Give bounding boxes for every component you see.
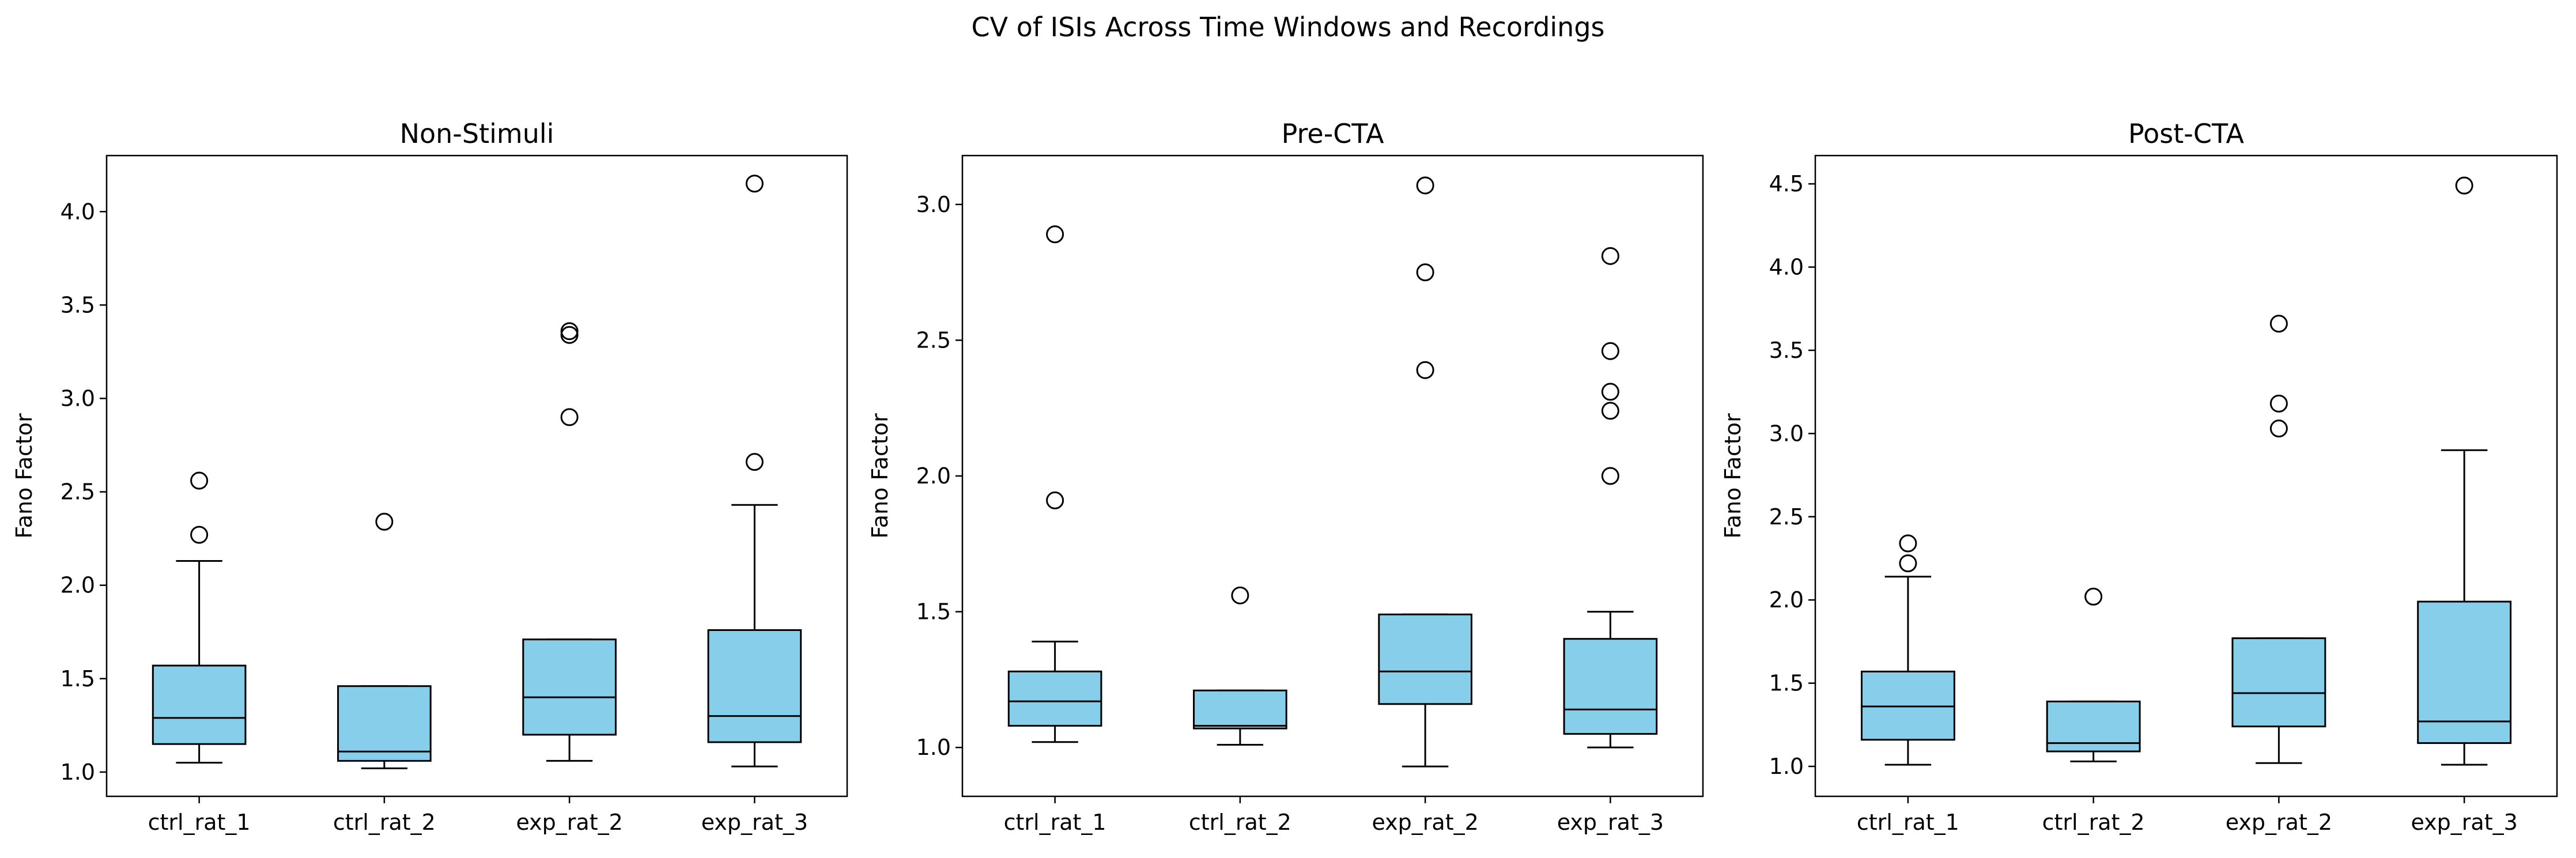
y-axis-label: Fano Factor xyxy=(12,413,37,539)
box-iqr xyxy=(337,685,432,762)
outlier-point xyxy=(1601,383,1619,401)
box-iqr xyxy=(707,629,802,743)
box-iqr xyxy=(152,664,247,745)
y-tick-label: 2.0 xyxy=(61,573,95,598)
box-exp_rat_2 xyxy=(2231,315,2326,764)
y-axis-label: Fano Factor xyxy=(867,413,893,539)
subplot-1: Non-Stimuli Fano Factor 1.0 1.5 2.0 2.5 3.0 3.5… xyxy=(12,118,848,835)
outlier-point xyxy=(190,526,209,544)
x-tick-label: exp_rat_2 xyxy=(516,810,622,835)
outlier-point xyxy=(1046,225,1064,244)
outlier-point xyxy=(375,512,394,531)
outlier-point xyxy=(560,322,579,341)
y-tick-label: 2.5 xyxy=(61,479,95,505)
axes-frame xyxy=(1814,154,2558,797)
y-tick-label: 1.5 xyxy=(1769,671,1804,696)
x-tick-label: ctrl_rat_1 xyxy=(1857,810,1959,835)
box-exp_rat_3 xyxy=(1563,247,1658,749)
outlier-point xyxy=(745,453,764,471)
y-tick-label: 1.5 xyxy=(916,599,951,625)
box-iqr xyxy=(1378,613,1472,705)
box-exp_rat_3 xyxy=(707,175,802,768)
x-tick-label: exp_rat_3 xyxy=(1557,810,1664,835)
outlier-point xyxy=(2455,176,2473,195)
x-tick-label: exp_rat_2 xyxy=(1372,810,1478,835)
box-iqr xyxy=(2231,637,2326,728)
box-iqr xyxy=(2417,600,2512,744)
y-tick-label: 3.0 xyxy=(916,192,951,217)
axes-frame xyxy=(961,154,1704,797)
box-ctrl_rat_1 xyxy=(152,471,247,764)
y-tick-label: 1.0 xyxy=(1769,754,1804,779)
y-tick-label: 4.0 xyxy=(1769,255,1804,280)
x-tick-label: ctrl_rat_1 xyxy=(1004,810,1106,835)
x-tick-label: ctrl_rat_2 xyxy=(333,810,436,835)
box-iqr xyxy=(1563,638,1658,735)
outlier-point xyxy=(560,326,579,344)
outlier-point xyxy=(560,408,579,426)
x-tick-label: exp_rat_3 xyxy=(701,810,808,835)
outlier-point xyxy=(2269,315,2288,333)
subplot-grid: Non-Stimuli Fano Factor 1.0 1.5 2.0 2.5 3.0 3.5… xyxy=(12,118,2558,835)
y-tick-label: 3.0 xyxy=(1769,421,1804,446)
outlier-point xyxy=(1416,361,1434,379)
y-tick-label: 3.5 xyxy=(1769,338,1804,363)
box-exp_rat_2 xyxy=(522,322,617,762)
y-tick-label: 4.5 xyxy=(1769,171,1804,196)
box-ctrl_rat_1 xyxy=(1860,534,1955,766)
subplot-title: Non-Stimuli xyxy=(400,118,554,149)
box-ctrl_rat_2 xyxy=(337,512,432,769)
x-tick-label: exp_rat_2 xyxy=(2226,810,2332,835)
outlier-point xyxy=(2269,394,2288,413)
box-iqr xyxy=(1193,689,1287,730)
outlier-point xyxy=(2084,587,2103,606)
y-tick-label: 2.0 xyxy=(916,463,951,489)
box-iqr xyxy=(522,638,617,736)
subplot-title: Post-CTA xyxy=(2128,118,2244,149)
outlier-point xyxy=(1601,402,1619,420)
y-tick-label: 2.5 xyxy=(1769,504,1804,530)
y-tick-label: 3.5 xyxy=(61,292,95,318)
outlier-point xyxy=(1601,467,1619,485)
x-tick-label: ctrl_rat_1 xyxy=(148,810,251,835)
y-tick-label: 1.5 xyxy=(61,666,95,691)
x-tick-label: ctrl_rat_2 xyxy=(1189,810,1291,835)
figure-suptitle: CV of ISIs Across Time Windows and Recor… xyxy=(972,12,1605,43)
axes-frame xyxy=(105,154,848,797)
box-exp_rat_3 xyxy=(2417,176,2512,766)
outlier-point xyxy=(190,471,209,490)
y-tick-label: 1.0 xyxy=(916,735,951,760)
y-tick-label: 4.0 xyxy=(61,199,95,224)
box-exp_rat_2 xyxy=(1378,176,1472,768)
y-tick-label: 2.0 xyxy=(1769,587,1804,613)
outlier-point xyxy=(1899,534,1917,553)
outlier-point xyxy=(1601,342,1619,360)
subplot-3: Post-CTA Fano Factor 1.0 1.5 2.0 2.5 3.0 3.5 4.0… xyxy=(1720,118,2558,835)
outlier-point xyxy=(1601,247,1619,265)
subplot-title: Pre-CTA xyxy=(1282,118,1384,149)
box-iqr xyxy=(1007,670,1102,727)
outlier-point xyxy=(1416,176,1434,195)
outlier-point xyxy=(1231,586,1249,604)
outlier-point xyxy=(1416,263,1434,282)
x-tick-label: ctrl_rat_2 xyxy=(2042,810,2145,835)
outlier-point xyxy=(2269,419,2288,438)
y-tick-label: 3.0 xyxy=(61,385,95,411)
y-axis-label: Fano Factor xyxy=(1720,413,1746,539)
x-tick-label: exp_rat_3 xyxy=(2411,810,2517,835)
subplot-2: Pre-CTA Fano Factor 1.0 1.5 2.0 2.5 3.0 ctrl_ra… xyxy=(867,118,1704,835)
box-ctrl_rat_2 xyxy=(2046,587,2141,762)
box-ctrl_rat_2 xyxy=(1193,586,1287,746)
box-ctrl_rat_1 xyxy=(1007,225,1102,743)
outlier-point xyxy=(1899,554,1917,573)
outlier-point xyxy=(1046,491,1064,509)
y-tick-label: 2.5 xyxy=(916,327,951,353)
outlier-point xyxy=(745,175,764,193)
y-tick-label: 1.0 xyxy=(61,759,95,785)
